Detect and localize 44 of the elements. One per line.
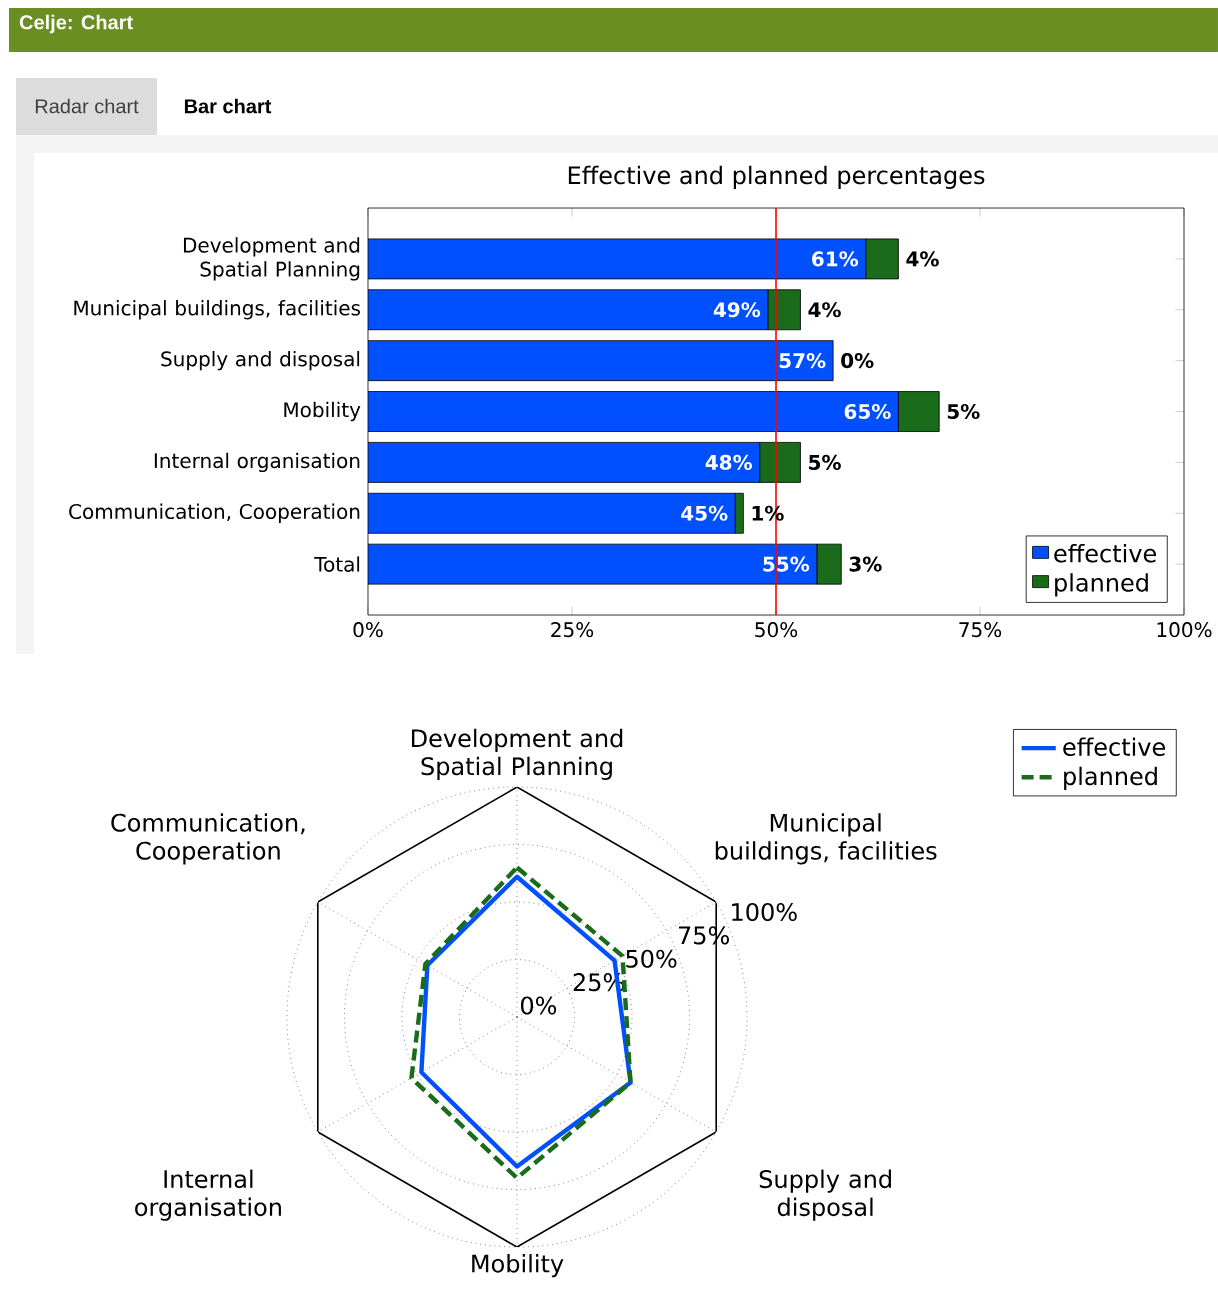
- text: Bar chart: [184, 98, 272, 114]
- text: Radar chart: [35, 98, 139, 114]
- bar: [368, 238, 867, 280]
- bar: [759, 442, 801, 483]
- bar: [368, 391, 899, 432]
- data-label: 5%: [947, 403, 980, 420]
- spoke-label: Municipal buildings, facilities: [715, 813, 937, 865]
- bar: [368, 289, 769, 331]
- data-label: 5%: [809, 454, 841, 470]
- legend-label: planned: [1064, 766, 1157, 790]
- y-tick-label: Municipal buildings, facilities: [74, 300, 361, 320]
- bar: [368, 492, 736, 534]
- text: Celje: Chart: [19, 14, 133, 34]
- legend-label: planned: [1055, 573, 1148, 597]
- y-tick-label: Communication, Cooperation: [69, 503, 360, 523]
- data-label: 48%: [705, 454, 753, 470]
- data-label: 49%: [713, 302, 761, 318]
- y-tick-label: Mobility: [284, 401, 361, 422]
- bar: [767, 289, 801, 331]
- y-tick-label: Internal organisation: [154, 452, 360, 473]
- x-tick-label: 75%: [959, 622, 1002, 638]
- spoke-label: Supply and disposal: [759, 1169, 891, 1221]
- data-label: 4%: [808, 302, 841, 318]
- spoke-label: Mobility: [472, 1254, 564, 1278]
- data-label: 0%: [841, 353, 874, 369]
- x-tick-label: 50%: [755, 622, 798, 638]
- y-tick-label: Total: [314, 556, 360, 572]
- data-label: 3%: [849, 556, 882, 572]
- bar: [368, 543, 818, 585]
- bar: [368, 442, 761, 483]
- chart-title: Effective and planned percentages: [568, 165, 985, 189]
- x-tick-label: 0%: [353, 622, 383, 638]
- bar: [368, 340, 834, 382]
- data-label: 65%: [844, 403, 891, 420]
- data-label: 57%: [779, 353, 826, 369]
- legend-label: effective: [1063, 737, 1165, 757]
- x-tick-label: 25%: [551, 622, 594, 638]
- y-tick-label: Supply and disposal: [161, 350, 360, 371]
- data-label: 61%: [812, 251, 859, 267]
- data-label: 45%: [681, 505, 728, 521]
- legend-label: effective: [1054, 543, 1156, 563]
- x-tick-label: 100%: [1157, 622, 1212, 638]
- y-tick-label: Development and Spatial Planning: [183, 237, 360, 281]
- data-label: 4%: [906, 251, 939, 267]
